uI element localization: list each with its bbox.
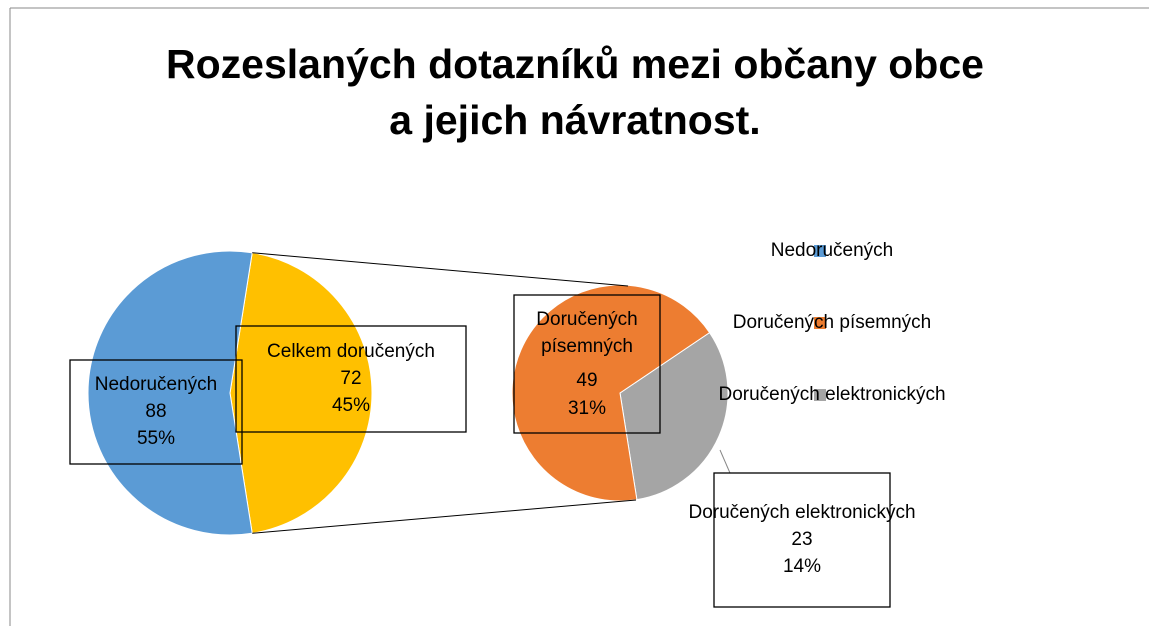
legend-label: Doručených písemných <box>733 312 932 333</box>
data-label-box <box>513 294 661 434</box>
connector-line <box>252 252 629 287</box>
data-label: 49 <box>576 370 597 391</box>
data-label: 72 <box>340 368 361 389</box>
data-label: Doručených písemných <box>536 309 637 357</box>
leader-line <box>719 449 731 474</box>
data-label: Celkem doručených <box>267 341 435 362</box>
data-label-box <box>69 359 243 465</box>
data-label: 55% <box>137 428 175 449</box>
data-label: 88 <box>145 401 166 422</box>
chart-title: Rozeslaných dotazníků mezi občany obce a… <box>166 41 984 143</box>
data-label: Nedoručených <box>95 374 218 395</box>
data-label: 14% <box>783 556 821 577</box>
data-label-box <box>235 325 467 433</box>
legend-swatch <box>814 317 826 329</box>
connector-line <box>252 499 637 534</box>
data-label: 31% <box>568 398 606 419</box>
data-label-box <box>713 472 891 608</box>
pie-slice <box>229 252 373 534</box>
legend-label: Nedoručených <box>771 240 894 261</box>
pie-slice <box>619 331 729 501</box>
data-label: 23 <box>791 529 812 550</box>
data-label: Doručených elektronických <box>688 502 915 523</box>
data-label: 45% <box>332 395 370 416</box>
legend-label: Doručených elektronických <box>718 384 945 405</box>
legend-swatch <box>814 245 826 257</box>
legend-swatch <box>814 389 826 401</box>
